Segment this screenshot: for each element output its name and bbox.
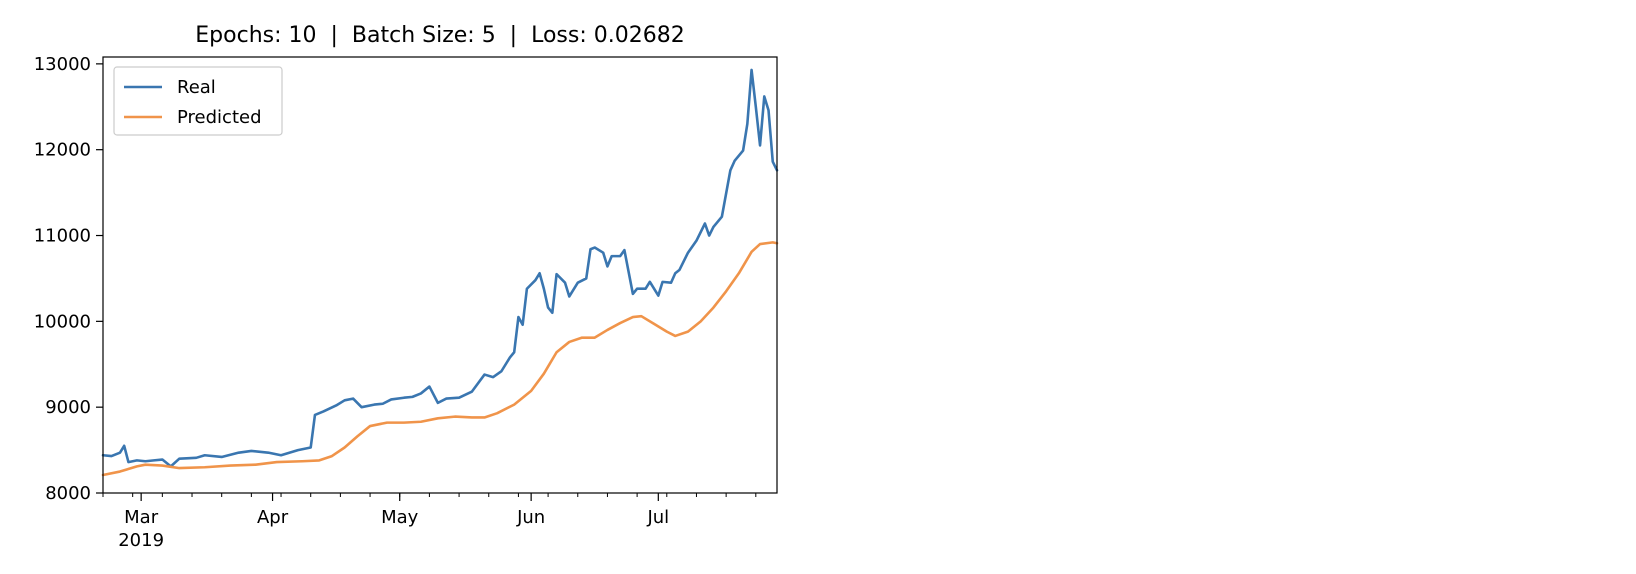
y-tick-label: 10000: [34, 311, 91, 332]
x-tick-label: Jul: [646, 507, 669, 528]
chart-title: Epochs: 10 | Batch Size: 5 | Loss: 0.026…: [195, 23, 684, 48]
series-line-real: [101, 68, 779, 468]
legend-label-predicted: Predicted: [177, 107, 262, 128]
x-tick-label: Mar: [124, 507, 159, 528]
y-tick-label: 13000: [34, 54, 91, 75]
plot-frame: [102, 56, 778, 494]
y-tick-label: 8000: [45, 483, 91, 504]
x-tick-label: Apr: [257, 507, 289, 528]
legend-label-real: Real: [177, 77, 216, 98]
y-tick-label: 11000: [34, 226, 91, 247]
y-tick-label: 9000: [45, 397, 91, 418]
x-tick-label: Jun: [516, 507, 545, 528]
x-tick-sublabel: 2019: [118, 530, 164, 551]
series-line-predicted: [101, 241, 779, 477]
plot-area: [101, 68, 779, 477]
legend: Real Predicted: [113, 66, 283, 136]
y-tick-label: 12000: [34, 140, 91, 161]
x-tick-label: May: [381, 507, 419, 528]
